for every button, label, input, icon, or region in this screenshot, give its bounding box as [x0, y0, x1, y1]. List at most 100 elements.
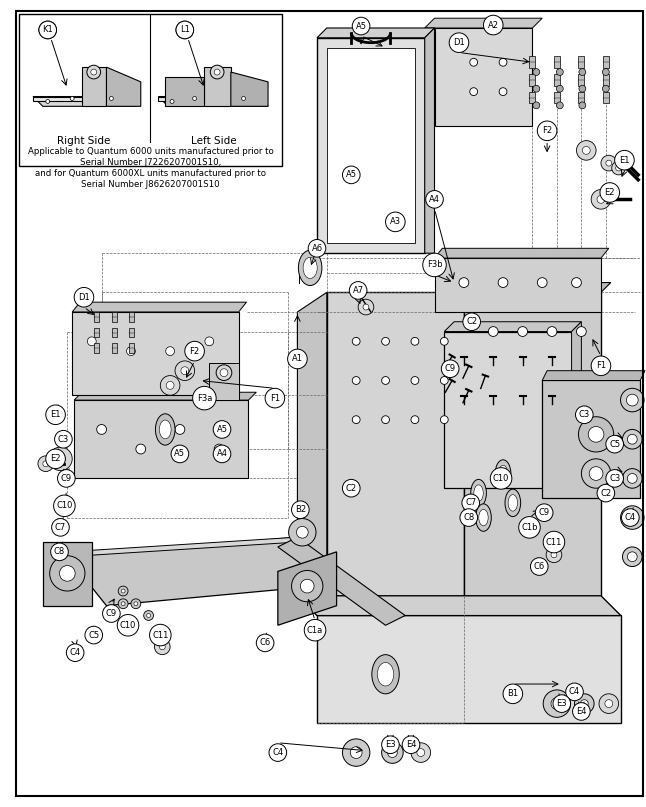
Text: B2: B2 [295, 505, 306, 514]
Ellipse shape [471, 479, 486, 507]
Circle shape [160, 375, 180, 395]
Text: C4: C4 [625, 513, 636, 522]
Polygon shape [435, 28, 532, 126]
Circle shape [118, 586, 128, 596]
Text: C4: C4 [569, 688, 580, 696]
Circle shape [579, 69, 586, 76]
Text: A6: A6 [311, 244, 322, 253]
Circle shape [39, 21, 57, 39]
Circle shape [382, 742, 403, 763]
Text: K1: K1 [42, 26, 54, 35]
Circle shape [304, 620, 326, 641]
Text: C11: C11 [152, 630, 169, 640]
Circle shape [242, 97, 245, 100]
Circle shape [519, 516, 540, 538]
Bar [129, 328, 134, 337]
Circle shape [616, 165, 621, 171]
Circle shape [121, 589, 125, 593]
Polygon shape [572, 322, 581, 488]
Polygon shape [327, 48, 415, 244]
Circle shape [147, 613, 151, 617]
Text: A4: A4 [216, 449, 227, 458]
Text: C8: C8 [463, 513, 474, 522]
Bar [530, 92, 536, 103]
Polygon shape [33, 97, 136, 107]
Polygon shape [435, 249, 609, 258]
Circle shape [546, 547, 562, 562]
Polygon shape [464, 292, 601, 596]
Text: K1: K1 [43, 26, 53, 35]
Circle shape [576, 327, 587, 337]
Bar [112, 328, 117, 337]
Text: A5: A5 [174, 449, 185, 458]
Circle shape [59, 566, 75, 581]
Text: C9: C9 [106, 609, 117, 618]
Circle shape [97, 424, 107, 434]
Ellipse shape [495, 460, 511, 487]
Circle shape [74, 287, 94, 307]
Text: C11: C11 [546, 537, 562, 546]
Circle shape [579, 102, 586, 109]
Circle shape [67, 644, 84, 662]
Circle shape [572, 703, 590, 721]
Circle shape [103, 604, 120, 622]
Circle shape [150, 625, 171, 646]
Text: C9: C9 [444, 364, 455, 374]
Circle shape [382, 337, 390, 345]
Text: F2: F2 [189, 347, 200, 356]
Circle shape [48, 447, 72, 470]
Circle shape [213, 420, 231, 438]
Circle shape [143, 611, 154, 621]
Bar [530, 74, 536, 86]
Circle shape [352, 377, 360, 384]
Circle shape [289, 519, 316, 546]
Bar [19, 15, 282, 166]
Text: C6: C6 [534, 562, 545, 571]
Circle shape [170, 99, 174, 103]
Circle shape [287, 349, 307, 369]
Polygon shape [424, 19, 542, 28]
Circle shape [39, 21, 57, 39]
Circle shape [205, 337, 214, 345]
Ellipse shape [498, 466, 508, 482]
Circle shape [342, 166, 360, 184]
Circle shape [216, 365, 232, 380]
Circle shape [566, 683, 583, 700]
Circle shape [576, 140, 596, 160]
Text: Serial Number J7226207001S10,: Serial Number J7226207001S10, [80, 158, 221, 167]
Circle shape [127, 347, 136, 356]
Circle shape [87, 337, 96, 345]
Text: Left Side: Left Side [191, 136, 237, 146]
Text: A5: A5 [216, 425, 227, 434]
Bar [578, 56, 585, 68]
Circle shape [358, 299, 374, 315]
Text: C3: C3 [609, 474, 620, 483]
Circle shape [181, 366, 189, 374]
Polygon shape [158, 97, 258, 102]
Bar [578, 92, 585, 103]
Polygon shape [317, 616, 621, 723]
Ellipse shape [298, 250, 322, 286]
Circle shape [603, 69, 609, 76]
Polygon shape [444, 322, 581, 332]
Circle shape [154, 639, 170, 654]
Circle shape [459, 278, 469, 287]
Circle shape [556, 102, 563, 109]
Bar [94, 312, 99, 322]
Circle shape [483, 15, 503, 35]
Text: A5: A5 [346, 170, 357, 179]
Polygon shape [231, 72, 268, 107]
Circle shape [537, 121, 557, 140]
Circle shape [441, 416, 448, 424]
Polygon shape [297, 596, 621, 616]
Text: A4: A4 [429, 194, 440, 204]
Circle shape [581, 459, 610, 488]
Text: C7: C7 [55, 523, 66, 532]
Circle shape [533, 102, 540, 109]
Circle shape [342, 739, 370, 767]
Polygon shape [444, 332, 572, 488]
Text: C1b: C1b [521, 523, 537, 532]
Circle shape [269, 744, 287, 761]
Text: A3: A3 [390, 217, 401, 227]
Ellipse shape [479, 509, 488, 526]
